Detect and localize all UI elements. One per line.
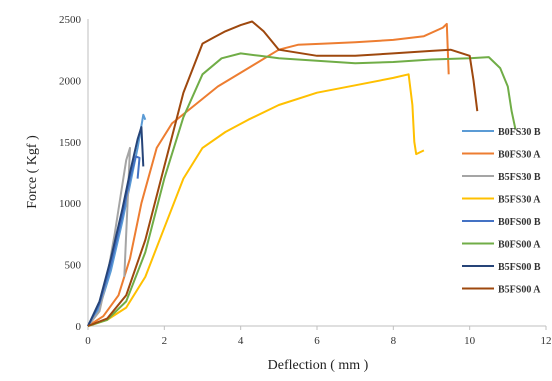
series-line-b0fs00-a (87, 52, 517, 327)
y-tick-label: 0 (76, 321, 82, 333)
x-axis-label: Deflection ( mm ) (268, 358, 369, 373)
series-layer (87, 20, 517, 327)
legend-label: B0FS30 B (498, 127, 541, 138)
series-line-b5fs00-b (87, 126, 145, 327)
legend: B0FS30 B B0FS30 A B5FS30 B B5FS30 A B0FS00 B… (462, 127, 541, 296)
legend-label: B0FS00 B (498, 217, 541, 228)
x-tick-label: 8 (391, 335, 397, 347)
x-tick-label: 0 (85, 335, 91, 347)
x-tick-label: 2 (162, 335, 168, 347)
y-tick-label: 1000 (59, 198, 82, 210)
legend-label: B5FS00 A (498, 285, 541, 296)
y-tick-label: 2000 (59, 75, 82, 87)
x-tick-label: 6 (314, 335, 320, 347)
y-tick-label: 500 (65, 260, 82, 272)
y-tick-label: 1500 (59, 137, 82, 149)
series-line-b0fs30-a (87, 22, 450, 327)
legend-label: B0FS30 A (498, 150, 541, 161)
x-tick-label: 4 (238, 335, 244, 347)
x-tick-label: 10 (464, 335, 476, 347)
legend-label: B5FS00 B (498, 262, 541, 273)
axes: 0 500 1000 1500 2000 2500 0 2 4 6 8 10 12 (59, 14, 552, 347)
y-tick-label: 2500 (59, 14, 82, 26)
legend-label: B5FS30 A (498, 195, 541, 206)
x-tick-label: 12 (541, 335, 552, 347)
series-line-b5fs00-a (87, 20, 479, 327)
legend-label: B0FS00 A (498, 240, 541, 251)
y-axis-label: Force ( Kgf ) (25, 135, 40, 209)
legend-label: B5FS30 B (498, 172, 541, 183)
series-line-b5fs30-b (87, 146, 131, 327)
series-line-b5fs30-a (87, 73, 425, 327)
